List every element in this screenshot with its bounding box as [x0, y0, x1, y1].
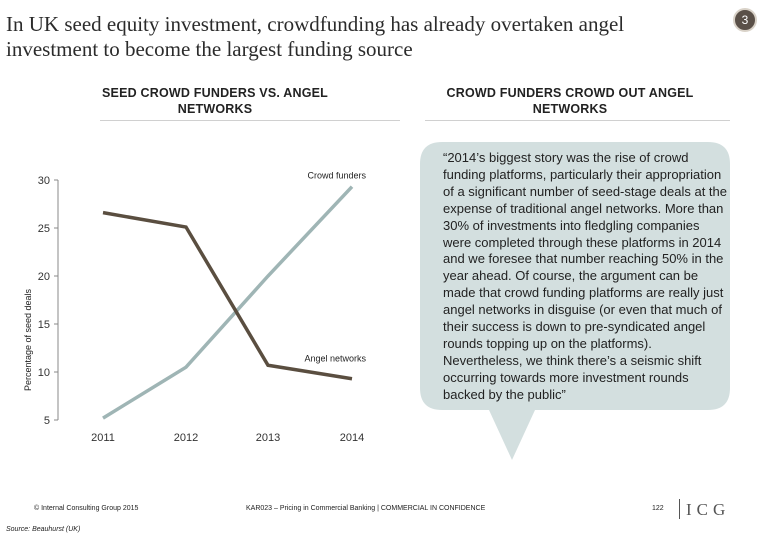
right-section-rule: [425, 120, 730, 121]
footer-divider: [679, 499, 680, 519]
y-tick-label-25: 25: [38, 223, 50, 235]
left-section-heading: SEED CROWD FUNDERS VS. ANGEL NETWORKS: [102, 86, 328, 116]
y-tick-label-20: 20: [38, 271, 50, 283]
company-logo: ICG: [686, 500, 731, 519]
chart-series: [102, 185, 354, 420]
footer-page-number: 122: [652, 505, 664, 512]
series-line-crowd-funders: [102, 185, 354, 420]
y-tick-label-30: 30: [38, 175, 50, 187]
quote-text: “2014’s biggest story was the rise of cr…: [443, 150, 728, 402]
y-axis-label: Percentage of seed deals: [23, 288, 33, 391]
quote-callout-bubble: [420, 142, 730, 460]
page-number-badge: 3: [733, 8, 757, 32]
y-tick-label-10: 10: [38, 367, 50, 379]
x-tick-label-2012: 2012: [174, 432, 198, 444]
series-line-angel-networks: [102, 210, 353, 381]
source-note: Source: Beauhurst (UK): [6, 526, 81, 533]
x-tick-label-2013: 2013: [256, 432, 280, 444]
series-label-crowd-funders: Crowd funders: [307, 171, 366, 181]
footer-center-text: KAR023 – Pricing in Commercial Banking |…: [246, 505, 486, 512]
x-tick-label-2011: 2011: [91, 432, 115, 444]
series-labels: Crowd funders Angel networks: [304, 171, 366, 364]
x-tick-label-2014: 2014: [340, 432, 364, 444]
y-axis-ticks: 5 10 15 20 25 30: [38, 175, 58, 427]
page-title: In UK seed equity investment, crowdfundi…: [6, 12, 625, 61]
x-axis-ticks: 2011 2012 2013 2014: [91, 432, 364, 444]
footer-copyright: © Internal Consulting Group 2015: [34, 505, 139, 512]
y-tick-label-5: 5: [44, 415, 50, 427]
left-section-rule: [100, 120, 400, 121]
line-chart: Percentage of seed deals 5 10 15 20 25 30 201…: [23, 171, 366, 444]
y-tick-label-15: 15: [38, 319, 50, 331]
series-label-angel-networks: Angel networks: [304, 354, 366, 364]
right-section-heading: CROWD FUNDERS CROWD OUT ANGEL NETWORKS: [446, 86, 694, 116]
